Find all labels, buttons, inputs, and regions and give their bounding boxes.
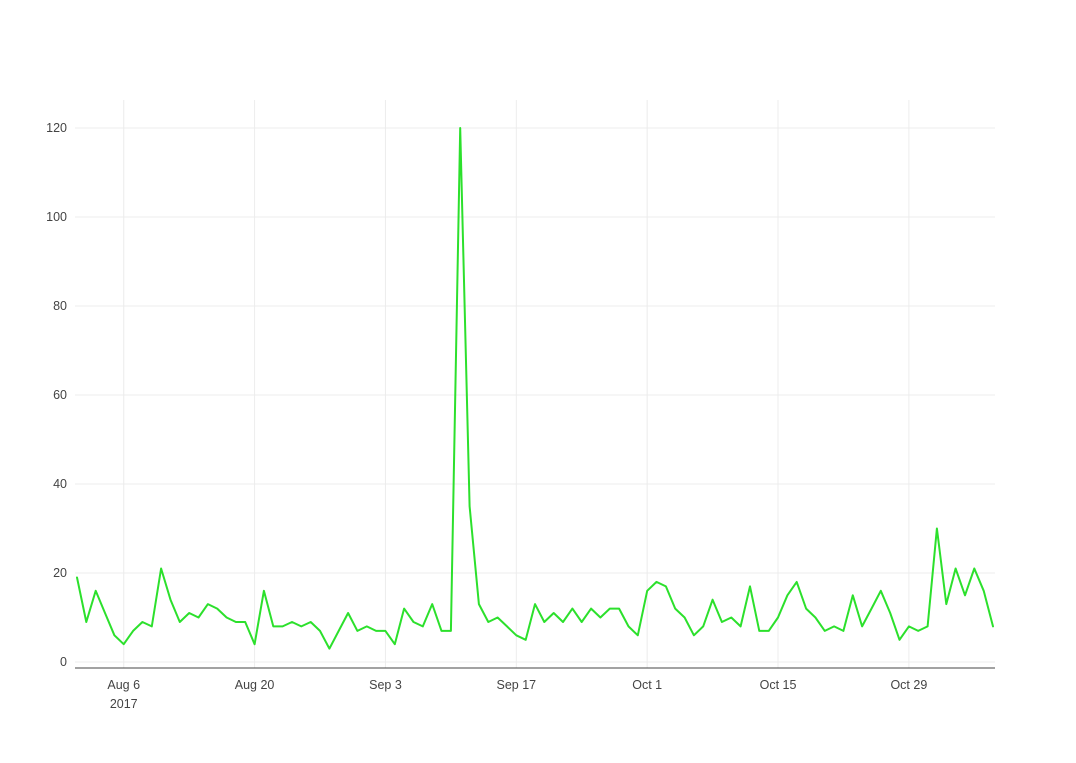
- y-tick-label: 40: [53, 477, 67, 491]
- x-tick-label: Oct 29: [890, 678, 927, 692]
- x-tick-label: Sep 17: [496, 678, 536, 692]
- y-tick-label: 80: [53, 299, 67, 313]
- y-tick-label: 20: [53, 566, 67, 580]
- series-line: [76, 127, 994, 650]
- y-tick-label: 120: [46, 121, 67, 135]
- x-tick-label: Sep 3: [369, 678, 402, 692]
- x-tick-label: Oct 1: [632, 678, 662, 692]
- y-tick-label: 100: [46, 210, 67, 224]
- x-tick-year-label: 2017: [110, 697, 138, 711]
- x-tick-label: Aug 6: [107, 678, 140, 692]
- y-tick-label: 60: [53, 388, 67, 402]
- y-tick-label: 0: [60, 655, 67, 669]
- x-tick-label: Oct 15: [760, 678, 797, 692]
- x-tick-label: Aug 20: [235, 678, 275, 692]
